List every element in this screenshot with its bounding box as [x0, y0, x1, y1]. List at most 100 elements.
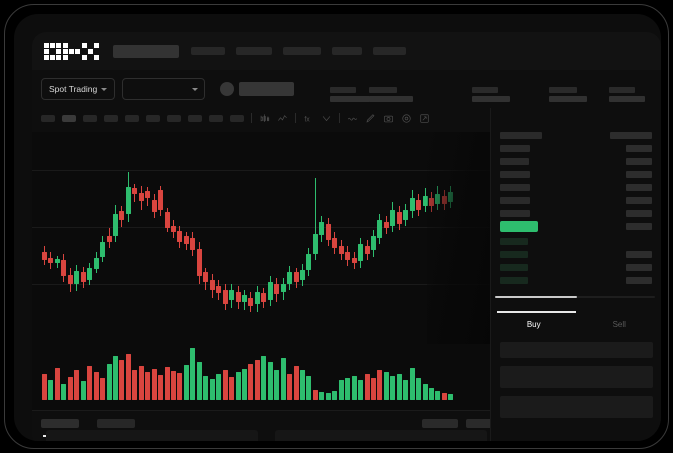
candle-body: [254, 292, 260, 304]
nav-item-2[interactable]: [236, 47, 272, 55]
volume-bar: [183, 365, 189, 400]
stat-high-24h-label: [472, 87, 498, 93]
candle-body: [312, 234, 318, 254]
candle-body: [209, 280, 215, 290]
candle-body: [267, 282, 273, 300]
nav-item-1[interactable]: [191, 47, 225, 55]
volume-bar: [74, 370, 80, 400]
bottom-panel-right[interactable]: [275, 430, 487, 441]
orderbook-bid-amount: [626, 277, 652, 284]
timeframe-6[interactable]: [146, 114, 160, 122]
volume-bar: [325, 393, 331, 400]
candle-body: [106, 236, 112, 242]
candlestick-chart[interactable]: [32, 132, 490, 344]
timeframe-2[interactable]: [62, 114, 76, 122]
candle-body: [171, 226, 176, 232]
candle-body: [248, 298, 254, 306]
orderbook-and-order-panel: Buy Sell: [490, 108, 661, 441]
settings-gear-icon[interactable]: [401, 113, 412, 124]
timeframe-8[interactable]: [188, 114, 202, 122]
candle-body: [80, 272, 86, 282]
wave-icon[interactable]: [347, 113, 358, 124]
nav-item-list: [191, 47, 406, 55]
volume-bar: [241, 369, 247, 400]
candle-body: [338, 246, 344, 254]
volume-bar: [171, 371, 176, 400]
volume-bar: [403, 380, 409, 400]
trading-pair-dropdown[interactable]: [122, 78, 206, 100]
chart-type-line-icon[interactable]: [277, 113, 288, 124]
timeframe-1[interactable]: [41, 114, 55, 122]
candle-body: [132, 188, 138, 194]
nav-item-5[interactable]: [373, 47, 406, 55]
orderbook-spread-amount: [626, 223, 652, 230]
orders-action-1-button[interactable]: [422, 419, 458, 428]
camera-icon[interactable]: [383, 113, 394, 124]
candle-body: [370, 236, 376, 250]
volume-bar: [203, 376, 209, 400]
orderbook-bid-row: [500, 251, 528, 258]
candle-body: [422, 196, 428, 206]
candle-body: [42, 252, 47, 260]
volume-bar: [364, 374, 370, 400]
trading-app-screen: Spot Trading: [32, 32, 661, 441]
order-total-field[interactable]: [500, 396, 653, 418]
candle-wick: [314, 178, 316, 260]
compare-icon[interactable]: [321, 113, 332, 124]
stat-volume-24h: [609, 87, 645, 102]
candle-body: [74, 271, 80, 284]
candle-body: [287, 272, 293, 284]
drawing-pencil-icon[interactable]: [365, 113, 376, 124]
timeframe-5[interactable]: [125, 114, 139, 122]
volume-bar: [332, 391, 338, 400]
order-amount-field[interactable]: [500, 366, 653, 388]
fullscreen-icon[interactable]: [419, 113, 430, 124]
candle-body: [229, 290, 235, 300]
spot-trading-dropdown[interactable]: Spot Trading: [41, 78, 116, 100]
stat-high-24h: [472, 87, 510, 102]
device-frame: Spot Trading: [4, 4, 669, 449]
volume-bar: [164, 367, 170, 400]
volume-bar: [67, 377, 73, 400]
volume-bar: [345, 378, 351, 400]
tab-buy[interactable]: Buy: [491, 313, 577, 335]
timeframe-10[interactable]: [230, 114, 244, 122]
candle-body: [306, 254, 312, 270]
volume-bar: [229, 377, 235, 400]
volume-bar: [222, 370, 228, 400]
candle-body: [54, 259, 60, 263]
timeframe-7[interactable]: [167, 114, 181, 122]
timeframe-9[interactable]: [209, 114, 223, 122]
orderbook-ask-row: [500, 197, 530, 204]
volume-bar: [396, 374, 402, 400]
volume-bar: [54, 368, 60, 400]
orderbook-list[interactable]: [491, 132, 661, 298]
tab-open-orders[interactable]: [41, 419, 79, 428]
orderbook-ask-row: [500, 145, 530, 152]
indicators-icon[interactable]: fx: [303, 113, 314, 124]
search-input[interactable]: [113, 44, 179, 58]
timeframe-3[interactable]: [83, 114, 97, 122]
candle-body: [112, 214, 118, 236]
okx-logo-icon[interactable]: [44, 42, 99, 60]
nav-item-3[interactable]: [283, 47, 321, 55]
timeframe-4[interactable]: [104, 114, 118, 122]
tab-sell[interactable]: Sell: [577, 313, 662, 335]
volume-bar: [448, 394, 454, 400]
candle-body: [164, 212, 170, 228]
bottom-panel-left[interactable]: [46, 430, 258, 441]
orderbook-scrollbar-thumb[interactable]: [495, 296, 577, 298]
volume-bar: [196, 362, 202, 400]
nav-item-4[interactable]: [332, 47, 362, 55]
candle-body: [396, 212, 402, 224]
orders-action-2-button[interactable]: [466, 419, 502, 428]
candle-body: [280, 284, 286, 292]
orderbook-bid-amount: [626, 264, 652, 271]
chart-gridline: [32, 284, 490, 285]
tab-order-history[interactable]: [97, 419, 136, 428]
chart-type-candles-icon[interactable]: [259, 113, 270, 124]
candle-body: [151, 200, 157, 212]
orderbook-spread-price[interactable]: [500, 221, 538, 232]
order-price-field[interactable]: [500, 342, 653, 358]
stat-change-24h-value: [369, 96, 413, 102]
